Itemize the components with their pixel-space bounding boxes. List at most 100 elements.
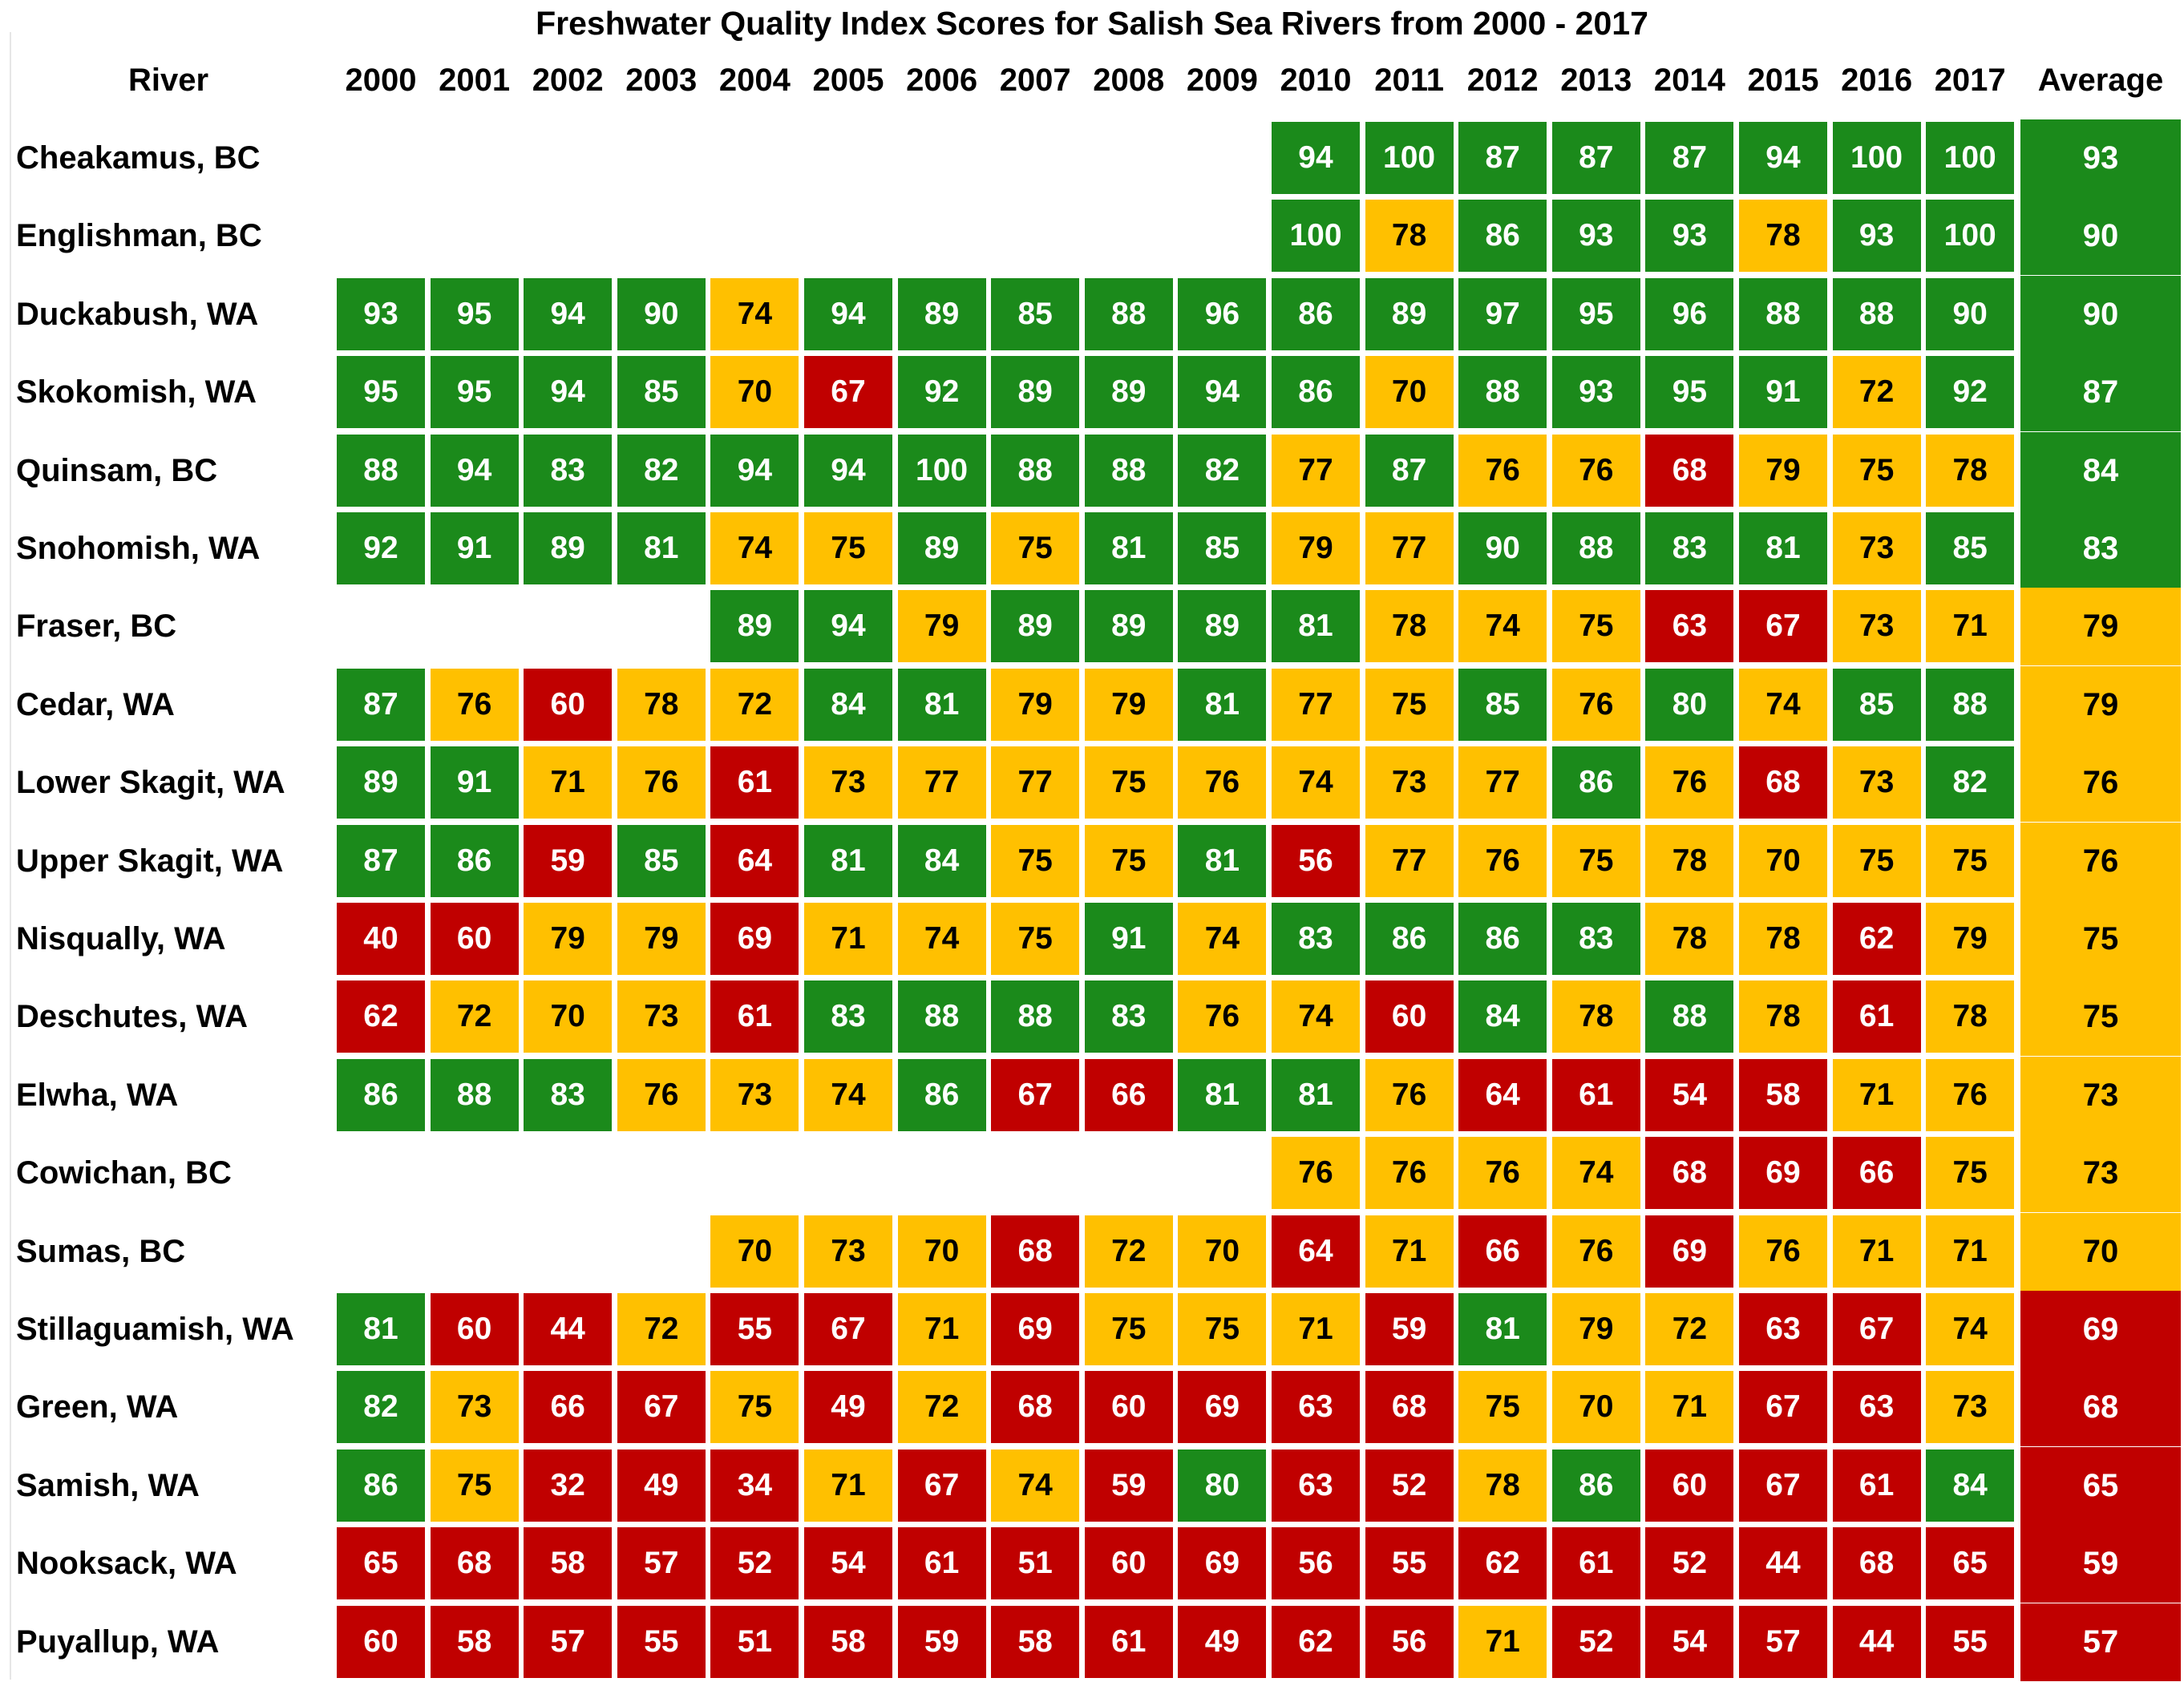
average-cell: 65 xyxy=(2020,1446,2181,1525)
score-cell: 66 xyxy=(1458,1215,1547,1288)
score-cell: 72 xyxy=(1832,356,1921,429)
score-cell: 65 xyxy=(337,1527,425,1600)
year-header: 2004 xyxy=(718,63,791,98)
score-cell: 60 xyxy=(1084,1371,1173,1444)
score-cell: 71 xyxy=(1365,1215,1454,1288)
score-cell: 75 xyxy=(1926,824,2015,897)
score-cell: 70 xyxy=(897,1215,986,1288)
score-cell: 55 xyxy=(617,1605,706,1678)
score-cell: 88 xyxy=(430,1058,519,1131)
average-cell: 90 xyxy=(2020,197,2181,276)
score-cell: 67 xyxy=(804,356,892,429)
score-cell: 49 xyxy=(1178,1605,1267,1678)
score-cell: 72 xyxy=(1084,1215,1173,1288)
score-cell: 68 xyxy=(1832,1527,1921,1600)
score-cell: 67 xyxy=(1739,1371,1827,1444)
score-cell: 59 xyxy=(1084,1449,1173,1522)
score-cell: 58 xyxy=(991,1605,1080,1678)
score-cell: 78 xyxy=(1365,590,1454,663)
average-cell: 57 xyxy=(2020,1603,2181,1681)
year-header: 2006 xyxy=(906,63,978,98)
score-cell: 87 xyxy=(1458,122,1547,194)
score-cell: 74 xyxy=(1739,668,1827,741)
river-label: Snohomish, WA xyxy=(16,531,261,566)
score-cell: 84 xyxy=(804,668,892,741)
score-cell: 83 xyxy=(1645,512,1734,584)
score-cell: 79 xyxy=(524,903,613,975)
score-cell: 64 xyxy=(1458,1058,1547,1131)
score-cell: 73 xyxy=(710,1058,799,1131)
average-cell: 68 xyxy=(2020,1369,2181,1447)
score-cell: 61 xyxy=(1832,1449,1921,1522)
score-cell: 88 xyxy=(991,434,1080,507)
score-cell: 76 xyxy=(1458,434,1547,507)
score-cell: 67 xyxy=(1832,1293,1921,1365)
score-cell: 55 xyxy=(1365,1527,1454,1600)
score-cell: 89 xyxy=(710,590,799,663)
score-cell: 75 xyxy=(1178,1293,1267,1365)
score-cell: 78 xyxy=(1739,980,1827,1053)
score-cell: 77 xyxy=(991,746,1080,819)
year-header: 2010 xyxy=(1280,63,1352,98)
score-cell: 86 xyxy=(430,824,519,897)
score-cell: 61 xyxy=(1551,1527,1640,1600)
score-cell: 77 xyxy=(897,746,986,819)
score-cell: 78 xyxy=(617,668,706,741)
score-cell: 78 xyxy=(1645,824,1734,897)
score-cell: 72 xyxy=(897,1371,986,1444)
score-cell: 81 xyxy=(1084,512,1173,584)
river-label: Stillaguamish, WA xyxy=(16,1312,294,1347)
score-cell: 78 xyxy=(1739,200,1827,273)
score-cell: 75 xyxy=(1084,746,1173,819)
score-cell: 68 xyxy=(1365,1371,1454,1444)
score-cell: 82 xyxy=(1178,434,1267,507)
score-cell: 100 xyxy=(1365,122,1454,194)
score-cell: 85 xyxy=(991,277,1080,350)
score-cell: 85 xyxy=(1458,668,1547,741)
score-cell: 94 xyxy=(430,434,519,507)
average-cell: 75 xyxy=(2020,900,2181,978)
score-cell: 55 xyxy=(1926,1605,2015,1678)
score-cell: 44 xyxy=(524,1293,613,1365)
score-cell: 40 xyxy=(337,903,425,975)
score-cell: 81 xyxy=(1739,512,1827,584)
score-cell: 91 xyxy=(430,746,519,819)
average-cell: 93 xyxy=(2020,119,2181,197)
river-label: Englishman, BC xyxy=(16,218,262,254)
river-label: Cowichan, BC xyxy=(16,1155,232,1191)
score-cell: 92 xyxy=(1926,356,2015,429)
score-cell: 63 xyxy=(1272,1371,1360,1444)
score-cell: 74 xyxy=(804,1058,892,1131)
score-cell: 79 xyxy=(897,590,986,663)
score-cell: 86 xyxy=(1458,200,1547,273)
score-cell: 76 xyxy=(617,1058,706,1131)
average-column-header: Average xyxy=(2037,63,2164,98)
year-header: 2017 xyxy=(1934,63,2006,98)
river-label: Deschutes, WA xyxy=(16,999,248,1035)
score-cell: 70 xyxy=(1551,1371,1640,1444)
score-cell: 68 xyxy=(1645,1137,1734,1210)
score-cell: 88 xyxy=(1458,356,1547,429)
score-cell: 64 xyxy=(710,824,799,897)
score-cell: 76 xyxy=(1551,668,1640,741)
score-cell: 86 xyxy=(337,1058,425,1131)
score-cell: 75 xyxy=(1926,1137,2015,1210)
score-cell: 66 xyxy=(524,1371,613,1444)
score-cell: 91 xyxy=(430,512,519,584)
score-cell: 91 xyxy=(1084,903,1173,975)
score-cell: 96 xyxy=(1178,277,1267,350)
score-cell: 95 xyxy=(1551,277,1640,350)
river-label: Sumas, BC xyxy=(16,1233,186,1269)
score-cell: 93 xyxy=(1645,200,1734,273)
year-header: 2014 xyxy=(1653,63,1725,98)
score-cell: 71 xyxy=(804,903,892,975)
score-cell: 80 xyxy=(1645,668,1734,741)
score-cell: 88 xyxy=(1645,980,1734,1053)
score-cell: 100 xyxy=(1832,122,1921,194)
score-cell: 76 xyxy=(1739,1215,1827,1288)
score-cell: 89 xyxy=(337,746,425,819)
score-cell: 44 xyxy=(1832,1605,1921,1678)
score-cell: 76 xyxy=(1365,1058,1454,1131)
score-cell: 73 xyxy=(1832,590,1921,663)
score-cell: 65 xyxy=(1926,1527,2015,1600)
